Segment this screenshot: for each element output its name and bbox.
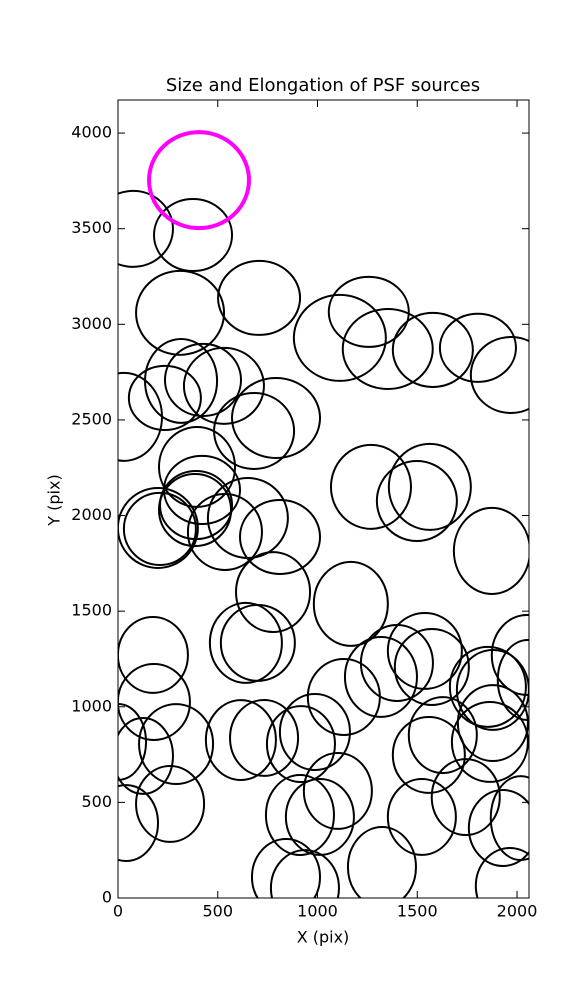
- psf-ellipse: [284, 777, 355, 856]
- y-tick-label: 1000: [71, 696, 112, 715]
- psf-ellipse: [407, 696, 478, 775]
- psf-ellipse: [278, 693, 351, 771]
- psf-ellipse: [264, 774, 335, 856]
- psf-ellipse: [118, 703, 148, 781]
- psf-ellipse: [118, 487, 199, 569]
- x-tick-label: 1000: [297, 902, 338, 921]
- psf-ellipse: [306, 658, 381, 736]
- x-axis-label: X (pix): [297, 928, 350, 947]
- psf-ellipse: [393, 628, 470, 706]
- psf-ellipse: [250, 838, 321, 898]
- psf-ellipse: [239, 498, 322, 575]
- plot-area: [118, 130, 529, 898]
- psf-ellipse: [452, 506, 529, 595]
- psf-ellipse: [375, 460, 458, 542]
- chart-title: Size and Elongation of PSF sources: [166, 75, 480, 96]
- psf-ellipse: [302, 751, 373, 830]
- psf-ellipse: [229, 698, 300, 777]
- psf-ellipse: [206, 477, 289, 559]
- y-tick-label: 2000: [71, 505, 112, 524]
- psf-ellipse: [312, 560, 389, 647]
- psf-ellipse: [469, 336, 529, 414]
- psf-ellipse: [213, 392, 296, 470]
- y-tick-label: 3500: [71, 218, 112, 237]
- psf-ellipse: [386, 777, 457, 856]
- psf-ellipse: [387, 442, 472, 531]
- psf-ellipse: [386, 611, 463, 690]
- psf-ellipse: [474, 847, 529, 898]
- y-tick-label: 4000: [71, 123, 112, 142]
- psf-ellipse: [118, 716, 174, 795]
- psf-ellipse: [448, 645, 527, 728]
- y-tick-label: 3000: [71, 314, 112, 333]
- psf-ellipse: [450, 700, 529, 783]
- psf-ellipse: [144, 337, 219, 424]
- psf-ellipse: [430, 758, 501, 836]
- psf-ellipse: [163, 342, 243, 418]
- y-tick-label: 1500: [71, 601, 112, 620]
- psf-ellipse: [127, 364, 202, 431]
- x-tick-label: 2000: [497, 902, 538, 921]
- psf-ellipse: [138, 703, 215, 786]
- psf-ellipse: [391, 311, 474, 388]
- psf-ellipse: [341, 308, 434, 390]
- y-tick-label: 500: [81, 792, 112, 811]
- psf-ellipse: [489, 775, 529, 862]
- psf-ellipse: [118, 615, 189, 694]
- psf-ellipse: [391, 716, 466, 794]
- psf-ellipse: [490, 613, 529, 696]
- psf-ellipse: [217, 259, 302, 336]
- psf-ellipse: [118, 189, 174, 268]
- psf-ellipse: [346, 826, 417, 898]
- psf-ellipse: [208, 601, 283, 684]
- psf-ellipse: [204, 699, 277, 782]
- psf-ellipse: [343, 635, 418, 718]
- psf-ellipse: [467, 789, 529, 867]
- psf-ellipse: [235, 551, 312, 634]
- psf-ellipse: [118, 784, 159, 862]
- psf-ellipse: [153, 197, 234, 273]
- psf-ellipse: [118, 663, 191, 741]
- psf-ellipse: [265, 705, 336, 784]
- psf-ellipse: [122, 491, 197, 566]
- psf-ellipse: [219, 603, 296, 682]
- y-axis-label: Y (pix): [45, 474, 64, 526]
- x-tick-label: 1500: [397, 902, 438, 921]
- psf-ellipse: [231, 377, 322, 459]
- psf-ellipse: [456, 684, 529, 762]
- psf-ellipse: [182, 346, 265, 425]
- psf-ellipse: [147, 130, 251, 231]
- y-tick-label: 0: [102, 888, 112, 907]
- psf-ellipse: [327, 275, 410, 348]
- psf-ellipse: [158, 472, 233, 548]
- x-tick-label: 0: [113, 902, 123, 921]
- psf-ellipse: [186, 493, 263, 571]
- psf-ellipse: [292, 293, 387, 382]
- psf-ellipse: [329, 443, 412, 530]
- psf-ellipse: [135, 764, 206, 843]
- x-tick-label: 500: [202, 902, 233, 921]
- psf-ellipse: [438, 312, 517, 383]
- psf-ellipse: [269, 849, 340, 898]
- psf-ellipse: [135, 269, 226, 356]
- axes-frame: [117, 99, 530, 899]
- y-tick-label: 2500: [71, 409, 112, 428]
